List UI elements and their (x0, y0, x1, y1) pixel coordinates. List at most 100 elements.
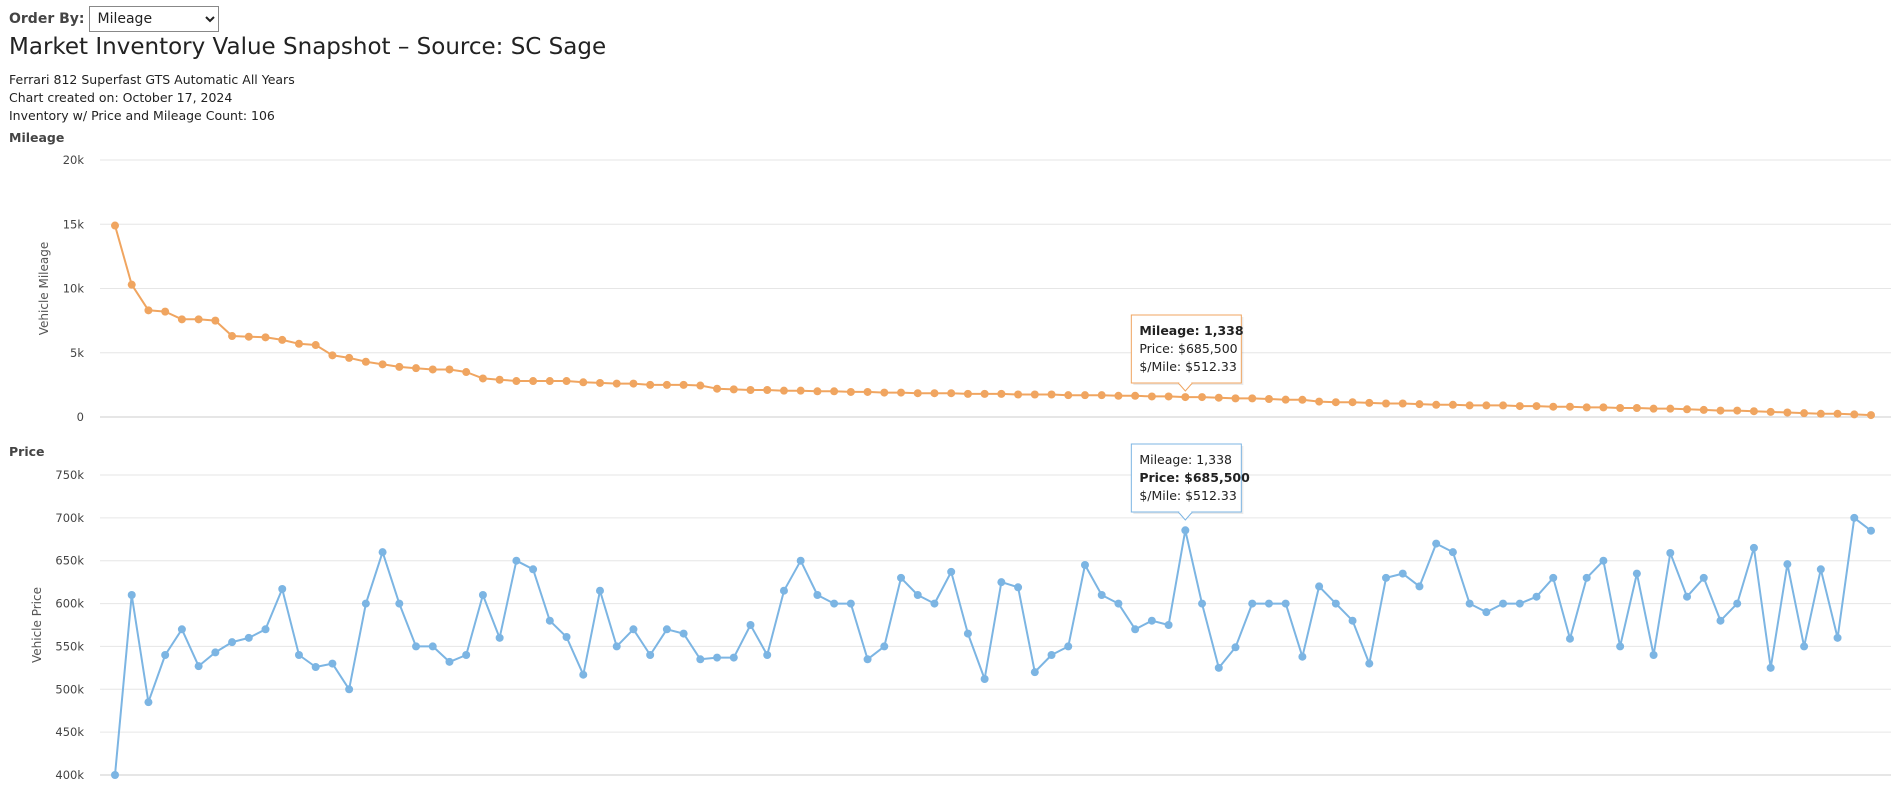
mileage-data-point (1398, 399, 1407, 408)
mileage-data-point (729, 385, 738, 394)
price-data-point (545, 616, 554, 625)
price-data-point (194, 662, 203, 671)
price-data-point (1382, 573, 1391, 582)
price-data-point (612, 642, 621, 651)
mileage-data-point (796, 386, 805, 395)
mileage-data-point (1448, 400, 1457, 409)
price-data-point (361, 599, 370, 608)
mileage-data-point (445, 365, 454, 374)
mileage-data-point (947, 389, 956, 398)
mileage-data-point (1147, 392, 1156, 401)
mileage-series-line (114, 225, 1872, 417)
mileage-data-point (1214, 393, 1223, 402)
price-data-point (1231, 643, 1240, 652)
mileage-data-point (345, 353, 354, 362)
mileage-data-point (980, 389, 989, 398)
price-data-point (1315, 582, 1324, 591)
tooltip-price-text: Price: $685,500 (1139, 470, 1250, 485)
price-data-point (863, 655, 872, 664)
mileage-data-point (1080, 391, 1089, 400)
price-data-point (1850, 513, 1859, 522)
mileage-data-point (1582, 403, 1591, 412)
price-data-point (144, 698, 153, 707)
mileage-data-point (294, 339, 303, 348)
price-data-point (1365, 659, 1374, 668)
mileage-data-point (1465, 401, 1474, 410)
vehicle-description: Ferrari 812 Superfast GTS Automatic All … (9, 72, 295, 87)
price-data-point (445, 657, 454, 666)
mileage-data-point (830, 387, 839, 396)
price-data-point (1800, 642, 1809, 651)
mileage-data-point (1749, 407, 1758, 416)
mileage-data-point (1716, 406, 1725, 415)
mileage-data-point (378, 360, 387, 369)
price-data-point (1699, 573, 1708, 582)
mileage-data-point (963, 389, 972, 398)
price-axis-title: Vehicle Price (30, 587, 44, 663)
price-data-point (428, 642, 437, 651)
price-data-point (1532, 592, 1541, 601)
mileage-data-point (228, 332, 237, 341)
price-ytick-label: 550k (55, 639, 84, 653)
mileage-data-point (997, 389, 1006, 398)
mileage-data-point (261, 333, 270, 342)
mileage-data-point (1565, 402, 1574, 411)
price-data-point (1248, 599, 1257, 608)
mileage-data-point (1532, 402, 1541, 411)
mileage-data-point (897, 388, 906, 397)
mileage-data-point (311, 341, 320, 350)
mileage-data-point (1800, 409, 1809, 418)
tooltip-pointer (1177, 511, 1194, 521)
mileage-data-point (880, 388, 889, 397)
mileage-data-point (1867, 411, 1875, 420)
price-data-point (278, 585, 287, 593)
price-ytick-label: 700k (55, 511, 84, 525)
price-data-point (261, 625, 270, 634)
mileage-data-point (1666, 404, 1675, 413)
mileage-data-point (462, 368, 471, 377)
price-data-point (646, 651, 655, 659)
mileage-data-point (529, 377, 538, 386)
price-data-point (595, 586, 604, 595)
mileage-data-point (395, 362, 404, 371)
mileage-data-point (1315, 397, 1324, 406)
mileage-data-point (1766, 407, 1775, 416)
mileage-data-point (1699, 405, 1708, 414)
price-data-point (1515, 599, 1524, 608)
price-data-point (1499, 599, 1508, 608)
price-ytick-label: 600k (55, 597, 84, 611)
mileage-data-point (1833, 409, 1842, 418)
price-data-point (913, 591, 922, 599)
price-data-point (679, 629, 688, 638)
price-data-point (1666, 549, 1675, 557)
price-data-point (1749, 543, 1758, 552)
mileage-data-point (1014, 390, 1023, 399)
mileage-data-point (579, 378, 588, 387)
page-title: Market Inventory Value Snapshot – Source… (9, 34, 607, 60)
inventory-count: Inventory w/ Price and Mileage Count: 10… (9, 108, 275, 123)
order-by-label: Order By: (9, 11, 85, 27)
price-data-point (378, 548, 387, 557)
mileage-data-point (1298, 395, 1307, 404)
mileage-data-point (1632, 404, 1641, 413)
mileage-data-point (194, 315, 203, 324)
mileage-data-point (1348, 398, 1357, 407)
order-by-select[interactable]: Mileage (88, 6, 219, 32)
price-section-label: Price (9, 444, 45, 459)
mileage-ytick-label: 20k (63, 153, 85, 167)
price-data-point (1565, 634, 1574, 643)
price-data-point (328, 659, 337, 668)
price-data-point (696, 655, 705, 664)
price-data-point (729, 653, 738, 662)
price-data-point (963, 629, 972, 638)
price-data-point (1482, 608, 1491, 617)
price-data-point (830, 599, 839, 608)
mileage-data-point (713, 384, 722, 393)
price-data-point (1131, 625, 1140, 634)
chart-created-date: Chart created on: October 17, 2024 (9, 90, 233, 105)
price-data-point (629, 625, 638, 634)
mileage-data-point (1482, 401, 1491, 410)
mileage-data-point (1382, 399, 1391, 408)
mileage-data-point (478, 374, 487, 383)
price-tooltip: Mileage: 1,338 Price: $685,500 $/Mile: $51… (1130, 443, 1250, 521)
